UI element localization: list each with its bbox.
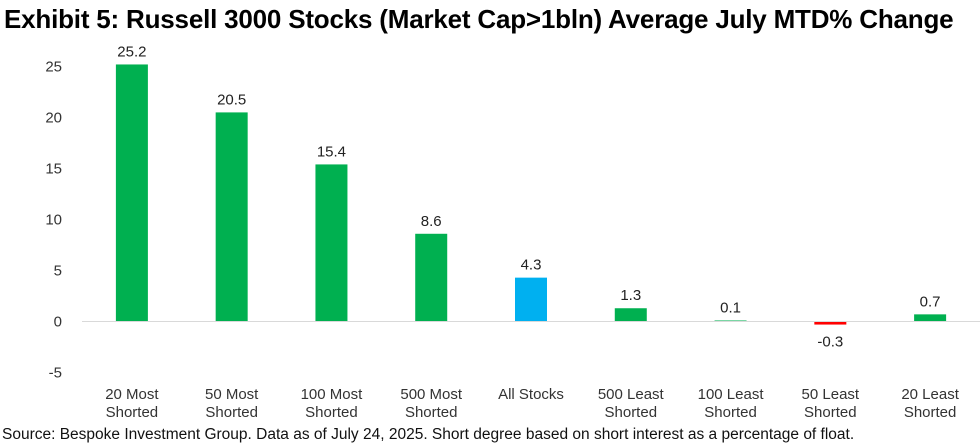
bar	[215, 112, 248, 322]
y-tick-label: 15	[45, 161, 62, 178]
category-label: All Stocks	[498, 386, 564, 403]
bar	[714, 320, 747, 322]
category-label: 100 Most Shorted	[301, 386, 364, 421]
category-label-line: 50 Most	[205, 386, 259, 403]
bar	[115, 64, 148, 322]
category-label: 50 Least Shorted	[802, 386, 860, 421]
category-label-line: Shorted	[106, 404, 159, 421]
source-note: Source: Bespoke Investment Group. Data a…	[2, 426, 855, 443]
data-label: 20.5	[217, 91, 246, 108]
category-label-line: 100 Least	[698, 386, 765, 403]
y-tick-label: 10	[45, 212, 62, 229]
data-label: 0.1	[720, 299, 741, 316]
y-tick-label: 5	[54, 263, 62, 280]
y-tick-label: -5	[49, 365, 62, 382]
y-tick-label: 20	[45, 110, 62, 127]
category-label-line: Shorted	[305, 404, 358, 421]
category-label-line: All Stocks	[498, 386, 564, 403]
category-label-line: 100 Most	[301, 386, 364, 403]
category-label-line: 50 Least	[802, 386, 860, 403]
bar-chart: -5 0 5 10 15 20 25 25.2 20.5 15.4 8.6 4.3 1.3 0.1 -0.…	[45, 43, 980, 421]
category-label: 500 Least Shorted	[598, 386, 665, 421]
category-label-line: Shorted	[804, 404, 857, 421]
data-label: 1.3	[620, 287, 641, 304]
y-tick-label: 25	[45, 59, 62, 76]
category-label-line: Shorted	[904, 404, 957, 421]
data-label: 8.6	[421, 213, 442, 230]
y-tick-label: 0	[54, 314, 62, 331]
category-label-line: Shorted	[605, 404, 658, 421]
category-label: 100 Least Shorted	[698, 386, 765, 421]
category-label-line: Shorted	[704, 404, 757, 421]
category-label-line: 500 Least	[598, 386, 665, 403]
data-label: 25.2	[117, 43, 146, 60]
chart-title: Exhibit 5: Russell 3000 Stocks (Market C…	[4, 4, 954, 34]
category-label-line: Shorted	[405, 404, 458, 421]
data-label: -0.3	[817, 334, 843, 351]
bar	[415, 233, 448, 322]
category-label: 20 Most Shorted	[105, 386, 159, 421]
category-label-line: Shorted	[205, 404, 258, 421]
data-labels: 25.2 20.5 15.4 8.6 4.3 1.3 0.1 -0.3 0.7	[117, 43, 940, 350]
data-label: 4.3	[521, 257, 542, 274]
bar	[515, 277, 547, 322]
category-label-line: 500 Most	[400, 386, 463, 403]
bar	[914, 314, 947, 322]
data-label: 0.7	[920, 293, 941, 310]
category-label-line: 20 Least	[901, 386, 959, 403]
category-label: 500 Most Shorted	[400, 386, 463, 421]
bar	[614, 308, 647, 322]
category-label: 20 Least Shorted	[901, 386, 959, 421]
category-label: 50 Most Shorted	[205, 386, 259, 421]
category-label-line: 20 Most	[105, 386, 159, 403]
bar	[814, 321, 847, 325]
bars	[115, 64, 947, 325]
y-axis: -5 0 5 10 15 20 25	[45, 59, 62, 382]
bar	[315, 164, 348, 322]
data-label: 15.4	[317, 143, 346, 160]
